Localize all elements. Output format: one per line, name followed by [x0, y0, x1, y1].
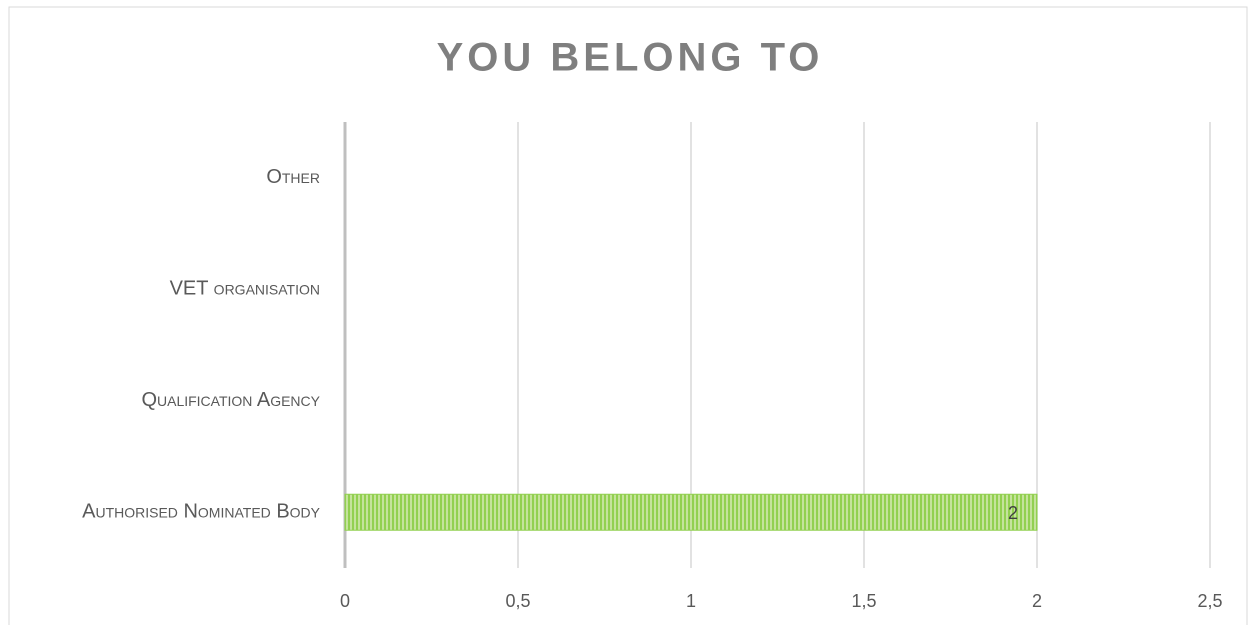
bar [344, 493, 1038, 531]
x-tick-label: 1,5 [851, 591, 876, 611]
chart-title: YOU BELONG TO [437, 36, 824, 80]
x-tick-label: 2 [1032, 591, 1042, 611]
x-tick-label: 0,5 [505, 591, 530, 611]
y-tick-label: Authorised Nominated Body [82, 501, 321, 523]
y-tick-label: Qualification Agency [141, 389, 320, 411]
x-tick-label: 0 [340, 591, 350, 611]
y-tick-label: VET organisation [170, 278, 320, 300]
data-label: 2 [1008, 503, 1018, 523]
x-tick-label: 2,5 [1197, 591, 1222, 611]
chart-border [8, 6, 1248, 625]
y-tick-label: Other [266, 166, 320, 188]
x-tick-label: 1 [686, 591, 696, 611]
